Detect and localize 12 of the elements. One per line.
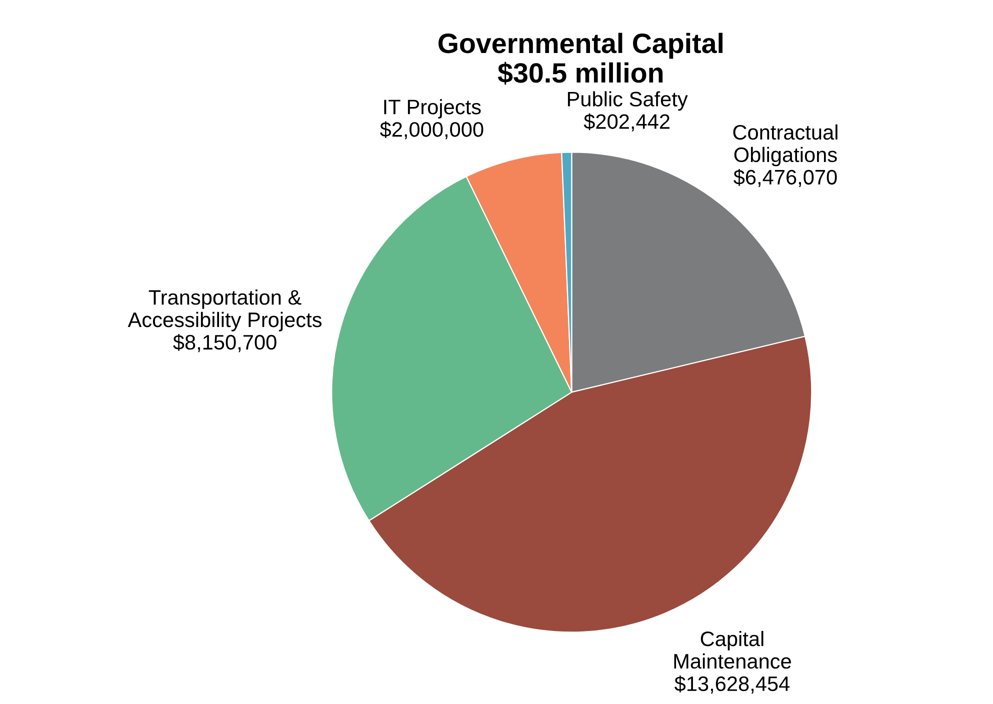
chart-title: Governmental Capital xyxy=(438,32,722,59)
data-label: $202,442 xyxy=(584,113,670,132)
chart-subtitle: $30.5 million xyxy=(498,62,663,85)
slice-label: Transportation & Accessibility Projects xyxy=(128,289,322,332)
slice-label: IT Projects xyxy=(384,99,481,118)
data-label: $6,476,070 xyxy=(734,168,837,188)
slice-label: Contractual Obligations xyxy=(733,124,838,166)
slice-label: Public Safety xyxy=(568,91,688,111)
data-label: $13,628,454 xyxy=(674,675,790,694)
data-label: $2,000,000 xyxy=(380,121,484,140)
data-label: $8,150,700 xyxy=(173,334,276,352)
slice-label: Capital Maintenance xyxy=(674,630,791,669)
